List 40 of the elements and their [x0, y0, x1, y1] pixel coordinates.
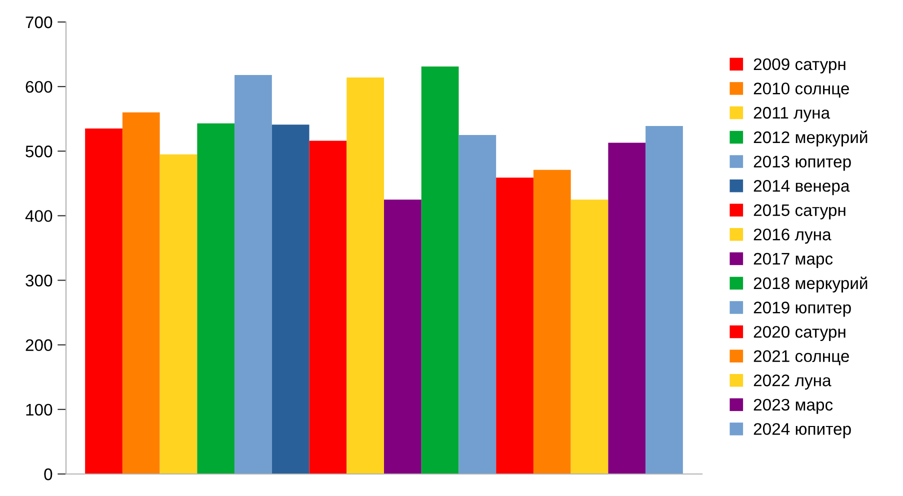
legend-label: 2010 солнце	[754, 82, 849, 98]
legend-label: 2017 марс	[754, 252, 833, 268]
y-tick-label: 200	[26, 339, 52, 352]
y-tick-label: 700	[26, 16, 52, 28]
bar	[421, 66, 459, 474]
legend-label: 2018 меркурий	[754, 276, 868, 292]
bar	[533, 170, 571, 474]
y-tick-label: 600	[26, 80, 52, 93]
legend-label: 2009 сатурн	[754, 58, 846, 74]
bar	[646, 126, 683, 474]
legend-label: 2016 луна	[754, 228, 832, 244]
bar	[570, 200, 608, 474]
bar	[608, 142, 646, 474]
bar	[309, 140, 347, 474]
bar	[197, 123, 235, 474]
legend-label: 2020 сатурн	[754, 326, 846, 342]
legend-label: 2023 марс	[754, 398, 833, 414]
legend-label: 2012 меркурий	[754, 130, 868, 146]
legend-label: 2011 луна	[754, 106, 830, 122]
legend-label: 2013 юпитер	[754, 156, 851, 171]
legend-label: 2014 венера	[754, 180, 850, 196]
legend-label: 2024 юпитер	[754, 423, 851, 438]
y-tick-label: 300	[26, 274, 52, 286]
y-tick-label: 100	[26, 404, 52, 416]
bar	[122, 112, 160, 474]
bar	[160, 154, 198, 474]
legend-label: 2015 сатурн	[754, 204, 846, 220]
bar	[496, 178, 534, 474]
bar	[234, 74, 272, 474]
bar	[272, 124, 310, 474]
y-tick-label: 0	[44, 468, 52, 480]
legend-label: 2021 солнце	[754, 350, 849, 366]
y-tick-label: 500	[26, 146, 52, 158]
bar	[346, 78, 384, 474]
bar	[384, 200, 422, 474]
bar	[458, 135, 496, 474]
legend-label: 2022 луна	[754, 374, 832, 390]
y-tick-label: 400	[25, 210, 52, 222]
legend-label: 2019 юпитер	[754, 302, 851, 317]
bar	[85, 128, 122, 474]
